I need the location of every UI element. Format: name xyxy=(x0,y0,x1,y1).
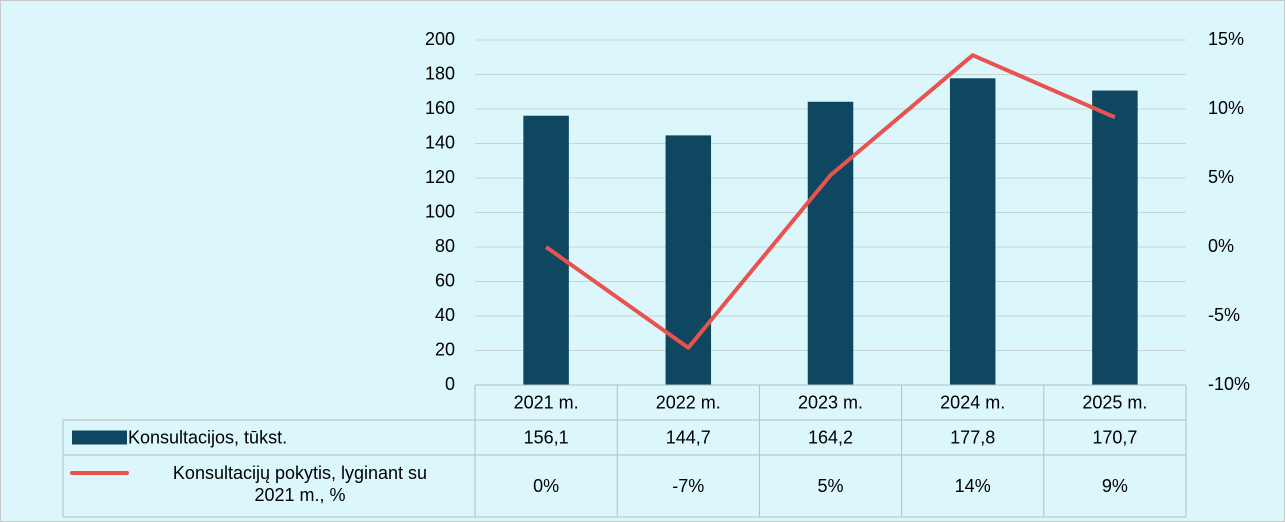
table-value: -7% xyxy=(672,476,704,496)
y-tick-label: 200 xyxy=(425,29,455,49)
x-tick-label: 2024 m. xyxy=(940,392,1005,412)
y-tick-label: 60 xyxy=(435,270,455,290)
x-tick-label: 2021 m. xyxy=(514,392,579,412)
table-value: 0% xyxy=(533,476,559,496)
bar xyxy=(807,101,854,385)
legend-label: Konsultacijų pokytis, lyginant su 2021 m.… xyxy=(173,463,427,505)
table-value: 5% xyxy=(817,476,843,496)
x-tick-label: 2023 m. xyxy=(798,392,863,412)
y2-tick-label: 15% xyxy=(1208,29,1244,49)
table-value: 156,1 xyxy=(524,427,569,447)
y-tick-label: 40 xyxy=(435,305,455,325)
bar xyxy=(665,135,712,385)
x-tick-label: 2025 m. xyxy=(1082,392,1147,412)
y-tick-label: 100 xyxy=(425,201,455,221)
x-tick-label: 2022 m. xyxy=(656,392,721,412)
bar xyxy=(949,78,996,386)
y-tick-label: 180 xyxy=(425,63,455,83)
y-tick-label: 0 xyxy=(445,374,455,394)
y2-tick-label: -10% xyxy=(1208,374,1250,394)
y-tick-label: 140 xyxy=(425,132,455,152)
y2-tick-label: 10% xyxy=(1208,98,1244,118)
legend-swatch xyxy=(72,430,127,445)
y2-tick-label: -5% xyxy=(1208,305,1240,325)
table-value: 177,8 xyxy=(950,427,995,447)
line xyxy=(544,53,1116,350)
y-tick-label: 80 xyxy=(435,236,455,256)
table-value: 164,2 xyxy=(808,427,853,447)
bar xyxy=(523,115,569,385)
legend-label: Konsultacijos, tūkst. xyxy=(128,427,287,447)
y-tick-label: 20 xyxy=(435,339,455,359)
y-tick-label: 160 xyxy=(425,98,455,118)
table-value: 14% xyxy=(955,476,991,496)
y2-tick-label: 0% xyxy=(1208,236,1234,256)
bar xyxy=(1092,90,1138,385)
y-tick-label: 120 xyxy=(425,167,455,187)
table-value: 144,7 xyxy=(666,427,711,447)
y2-tick-label: 5% xyxy=(1208,167,1234,187)
table-value: 170,7 xyxy=(1092,427,1137,447)
table-value: 9% xyxy=(1102,476,1128,496)
